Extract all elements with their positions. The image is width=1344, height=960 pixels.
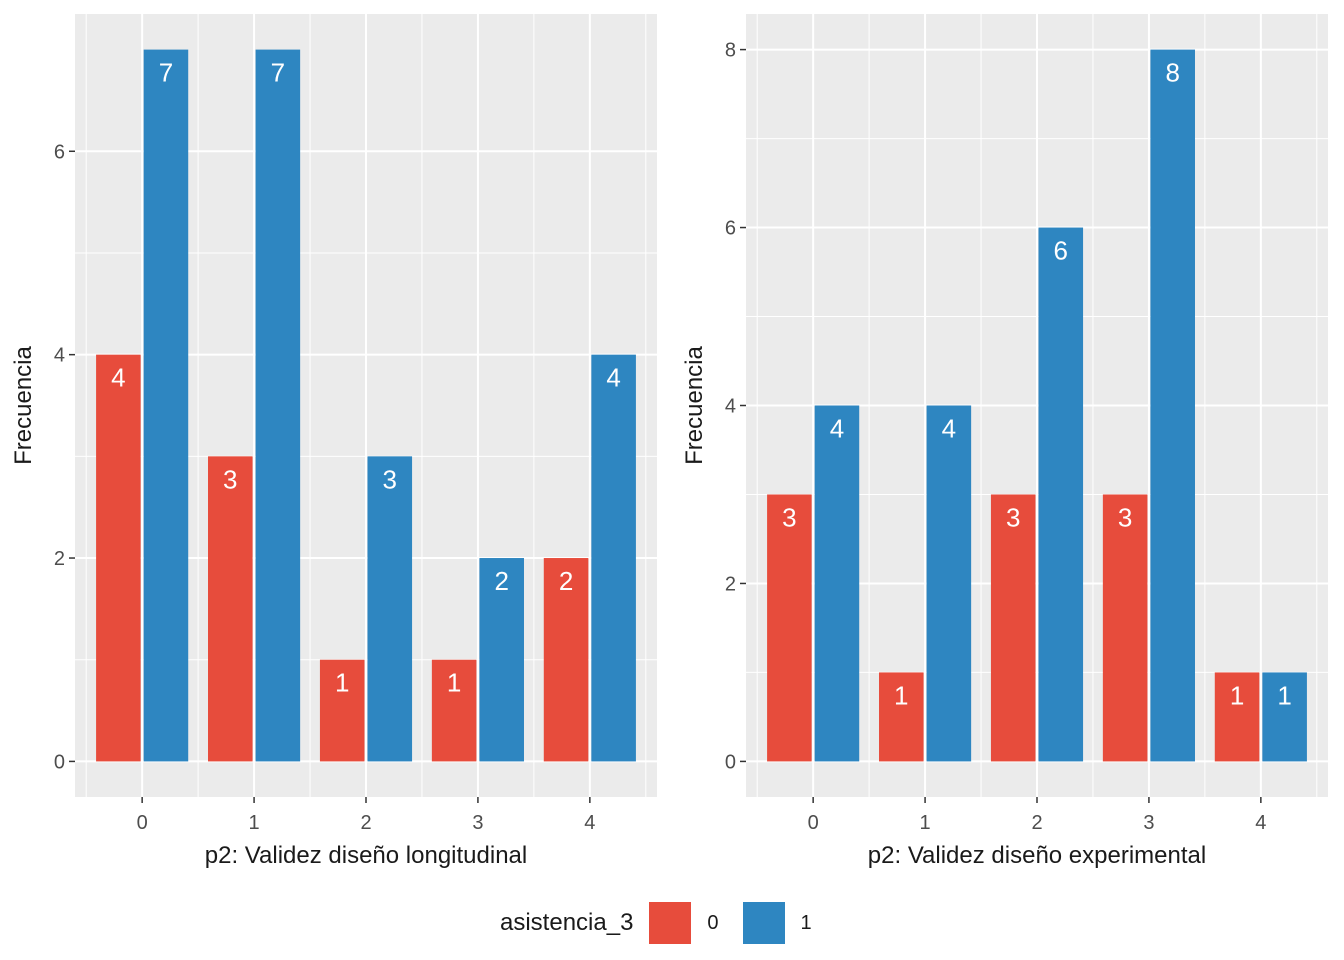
legend: asistencia_3 0 1 [500, 900, 836, 946]
data-label: 4 [830, 414, 844, 444]
x-tick-label: 1 [249, 812, 260, 834]
y-axis-title: Frecuencia [10, 345, 37, 464]
bar-series-1-cat-3 [1150, 49, 1195, 762]
data-label: 3 [782, 502, 796, 532]
x-tick-label: 3 [472, 812, 483, 834]
bar-series-1-cat-1 [926, 405, 972, 762]
bar-series-0-cat-3 [431, 659, 477, 762]
data-label: 3 [383, 464, 397, 494]
bar-series-0-cat-4 [543, 558, 589, 762]
bar-series-1-cat-4 [591, 354, 636, 762]
y-tick-label: 6 [54, 141, 65, 163]
y-axis-title: Frecuencia [681, 345, 708, 464]
chart-panel-0: 4 3 1 1 2 7 7 3 2 4 0 2 4 6 0 1 2 3 4 p2: Validez diseño lo… [10, 14, 657, 869]
legend-item-1: 1 [742, 902, 812, 944]
data-label: 3 [1006, 502, 1020, 532]
y-tick-label: 0 [725, 751, 736, 773]
data-label: 1 [894, 680, 908, 710]
legend-title: asistencia_3 [500, 909, 634, 936]
data-label: 7 [159, 58, 173, 88]
x-axis-title: p2: Validez diseño longitudinal [205, 842, 527, 869]
data-label: 4 [111, 363, 125, 393]
bar-series-0-cat-4 [1214, 672, 1260, 762]
legend-key-0 [649, 902, 692, 944]
x-tick-label: 1 [920, 812, 931, 834]
x-tick-label: 0 [808, 812, 819, 834]
data-label: 6 [1054, 236, 1068, 266]
data-label: 7 [271, 58, 285, 88]
data-label: 4 [942, 414, 956, 444]
bar-series-1-cat-2 [1038, 227, 1084, 762]
y-tick-label: 2 [54, 548, 65, 570]
x-tick-label: 2 [1031, 812, 1042, 834]
x-tick-label: 3 [1143, 812, 1154, 834]
bar-series-0-cat-1 [879, 672, 924, 762]
data-label: 2 [559, 566, 573, 596]
y-tick-label: 4 [54, 345, 65, 367]
y-tick-label: 0 [54, 751, 65, 773]
legend-label-1: 1 [800, 911, 812, 934]
data-label: 8 [1165, 58, 1179, 88]
x-tick-label: 2 [360, 812, 371, 834]
data-label: 3 [223, 464, 237, 494]
bar-series-1-cat-1 [255, 49, 301, 762]
legend-item-0: 0 [649, 902, 719, 944]
bar-series-1-cat-0 [814, 405, 860, 762]
y-tick-label: 4 [725, 396, 736, 418]
bar-series-0-cat-2 [990, 494, 1036, 762]
y-tick-label: 2 [725, 573, 736, 595]
data-label: 3 [1118, 502, 1132, 532]
x-tick-label: 4 [1255, 812, 1266, 834]
bar-series-1-cat-4 [1262, 672, 1307, 762]
data-label: 1 [447, 668, 461, 698]
x-tick-label: 0 [137, 812, 148, 834]
bar-series-0-cat-1 [208, 456, 253, 762]
legend-label-0: 0 [707, 911, 719, 934]
y-tick-label: 8 [725, 40, 736, 62]
data-label: 1 [335, 668, 349, 698]
bar-series-1-cat-2 [367, 456, 413, 762]
bar-series-1-cat-0 [143, 49, 189, 762]
bar-series-0-cat-2 [319, 659, 365, 762]
data-label: 4 [606, 363, 620, 393]
bar-series-1-cat-3 [479, 558, 524, 762]
bar-series-0-cat-3 [1102, 494, 1148, 762]
y-tick-label: 6 [725, 218, 736, 240]
data-label: 1 [1277, 680, 1291, 710]
bar-series-0-cat-0 [96, 354, 141, 762]
x-axis-title: p2: Validez diseño experimental [868, 842, 1206, 869]
x-tick-label: 4 [584, 812, 595, 834]
data-label: 2 [494, 566, 508, 596]
bar-series-0-cat-0 [767, 494, 812, 762]
legend-key-1 [742, 902, 785, 944]
data-label: 1 [1230, 680, 1244, 710]
